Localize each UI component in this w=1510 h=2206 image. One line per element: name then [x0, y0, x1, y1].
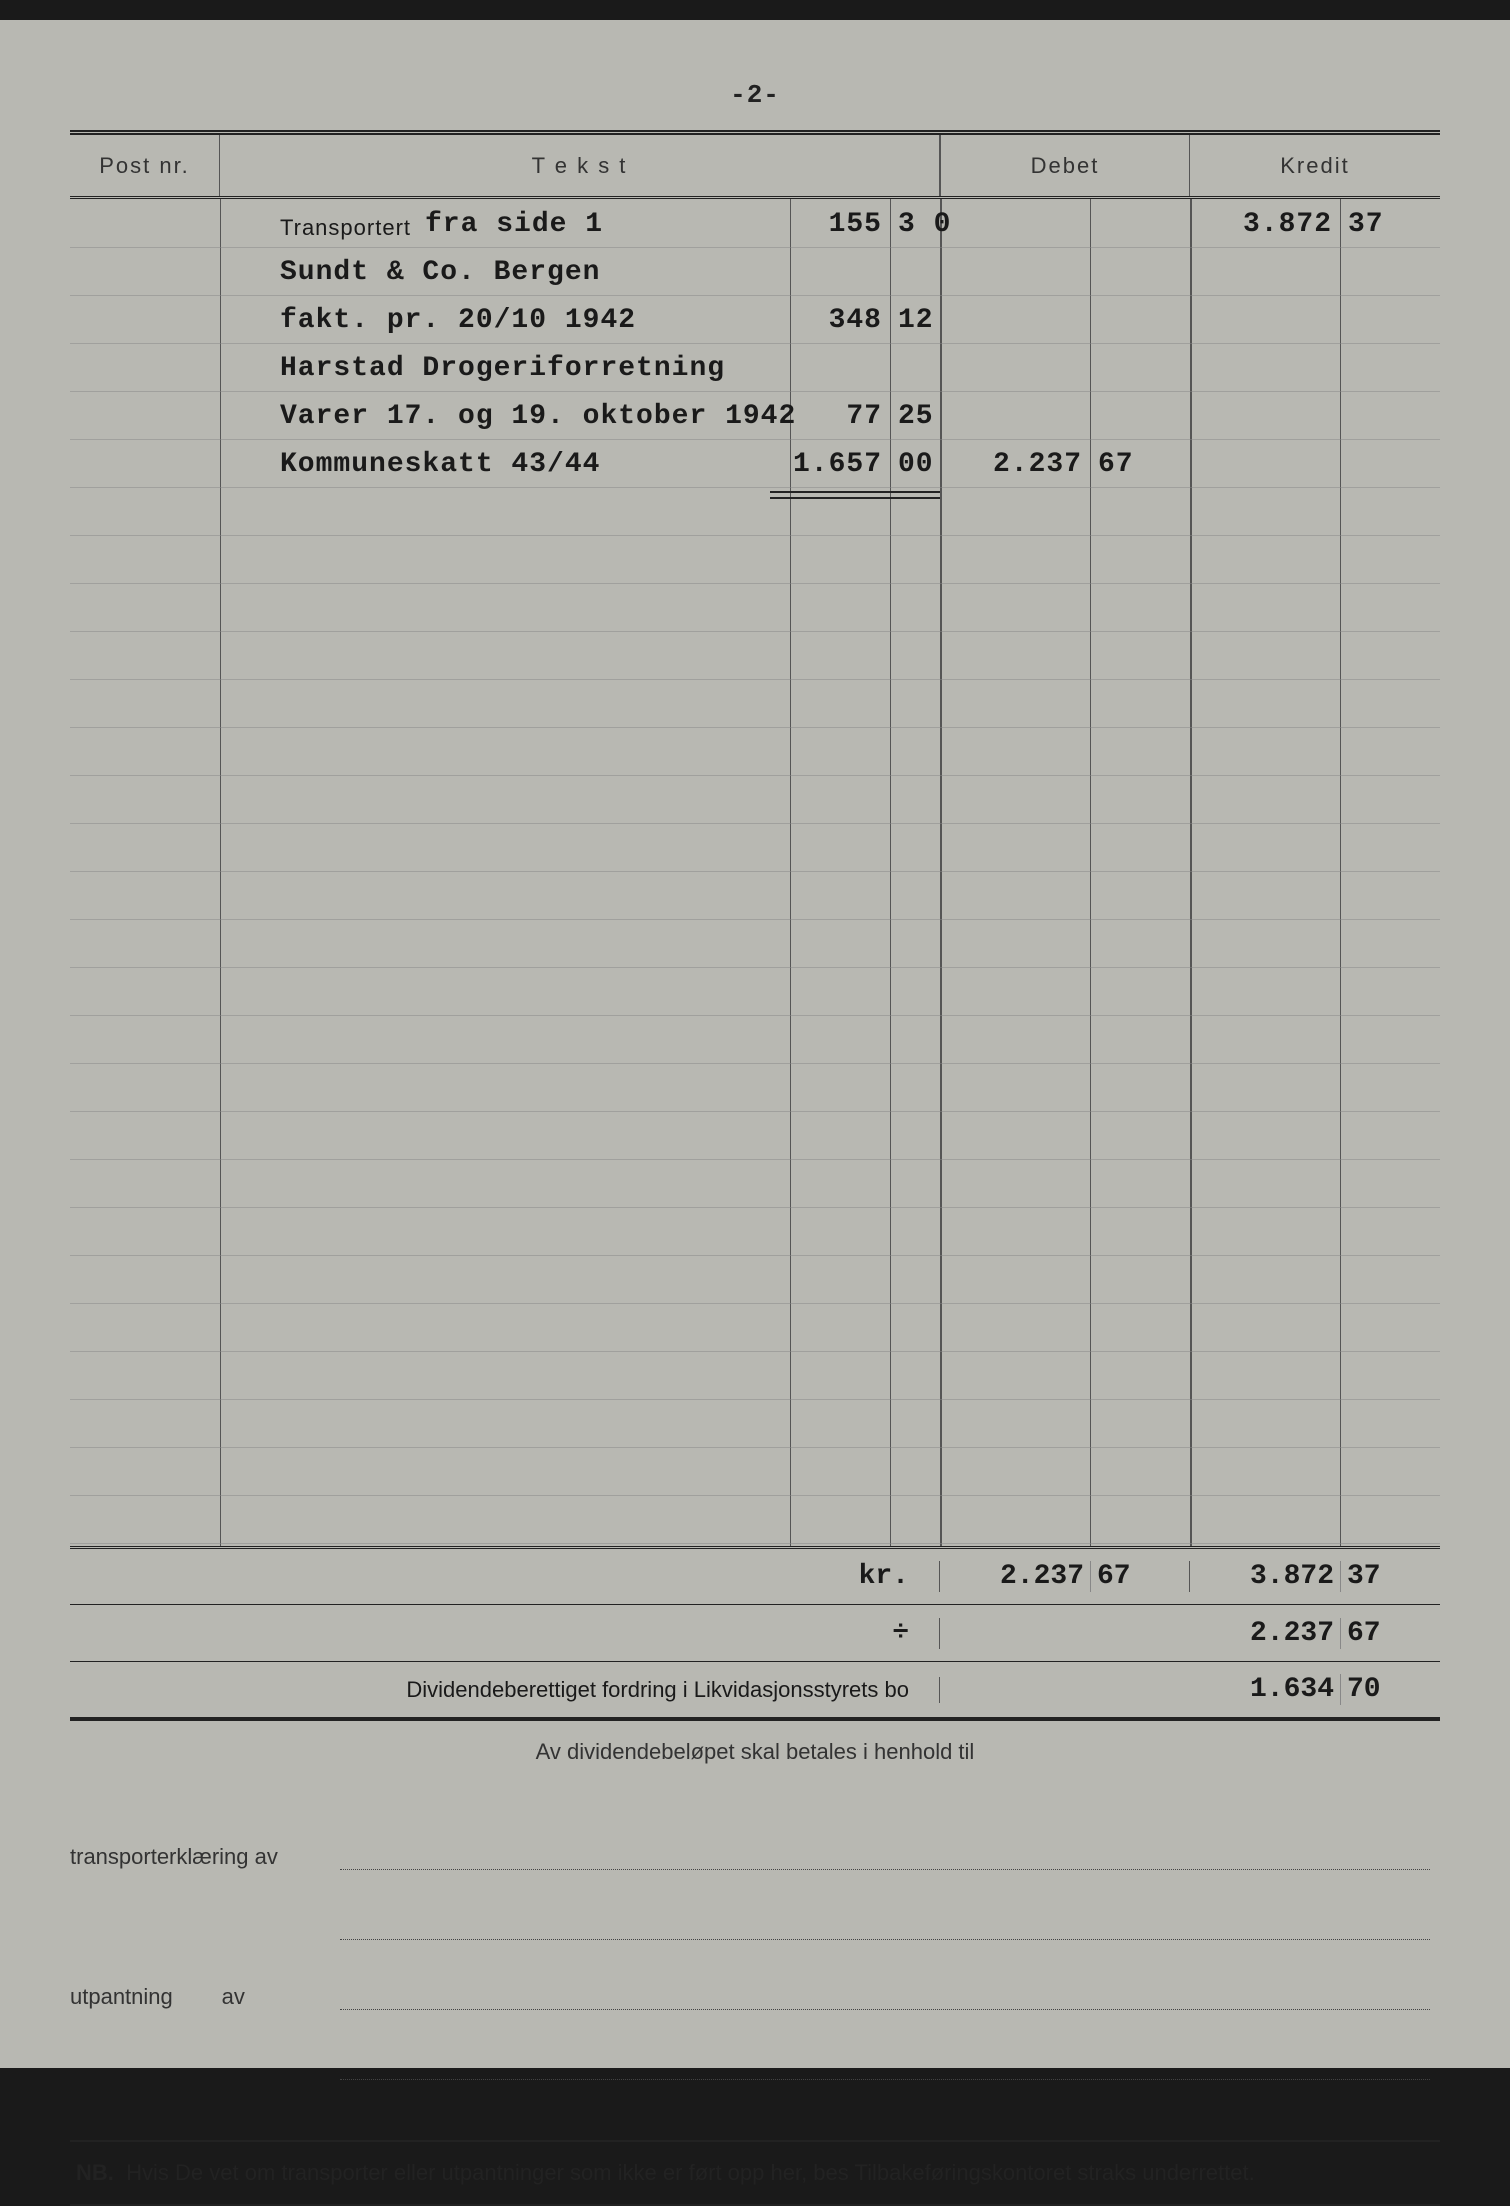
- hline: [70, 823, 1440, 824]
- amount-dec: 67: [1094, 449, 1134, 480]
- hline: [70, 967, 1440, 968]
- sig-row-transport: transporterklæring av: [70, 1800, 1440, 1870]
- hline: [70, 247, 1440, 248]
- sig-line: [340, 2009, 1430, 2010]
- sig-line: [340, 1939, 1430, 1940]
- vline: [1340, 199, 1341, 1546]
- totals-kredit: 1.634 70: [1190, 1674, 1440, 1705]
- minus-label: ÷: [70, 1618, 940, 1649]
- sig-row-blank: [70, 1870, 1440, 1940]
- amount-int: 3.872: [1190, 1561, 1340, 1592]
- amount-dec: 25: [894, 401, 934, 432]
- totals-kredit: 3.872 37: [1190, 1561, 1440, 1592]
- hline: [70, 1063, 1440, 1064]
- sig-line: [340, 2079, 1430, 2080]
- totals-row-dividend: Dividendeberettiget fordring i Likvidasj…: [70, 1661, 1440, 1717]
- header-post: Post nr.: [70, 135, 220, 196]
- header-kredit: Kredit: [1190, 135, 1440, 196]
- hline: [70, 1495, 1440, 1496]
- sig-label-b: av: [222, 1984, 245, 2009]
- hline: [70, 1111, 1440, 1112]
- kr-label: kr.: [70, 1561, 940, 1592]
- sum-underline: [770, 491, 940, 493]
- amount-dec: 37: [1344, 209, 1384, 240]
- amount-int: 1.634: [1190, 1674, 1340, 1705]
- hline: [70, 343, 1440, 344]
- hline: [70, 487, 1440, 488]
- sum-underline: [770, 497, 940, 499]
- hline: [70, 727, 1440, 728]
- totals-row-minus: ÷ 2.237 67: [70, 1605, 1440, 1661]
- sig-row-utpantning: utpantning av: [70, 1940, 1440, 2010]
- hline: [70, 1543, 1440, 1544]
- amount-dec: 12: [894, 305, 934, 336]
- vline: [1090, 199, 1091, 1546]
- amount-int: 77: [70, 401, 888, 432]
- hline: [70, 871, 1440, 872]
- sig-row-blank: [70, 2010, 1440, 2080]
- signature-area: transporterklæring av utpantning av: [70, 1800, 1440, 2080]
- ledger-page: -2- Post nr. T e k s t Debet Kredit Tran…: [0, 20, 1510, 2068]
- hline: [70, 919, 1440, 920]
- header-debet: Debet: [940, 135, 1190, 196]
- entry-text: Harstad Drogeriforretning: [280, 353, 725, 384]
- amount-dec: 67: [1090, 1561, 1150, 1592]
- hline: [70, 1159, 1440, 1160]
- amount-int: 2.237: [70, 449, 1088, 480]
- hline: [70, 1255, 1440, 1256]
- amount-dec: 67: [1340, 1618, 1400, 1649]
- vline: [890, 199, 891, 1546]
- amount-dec: 37: [1340, 1561, 1400, 1592]
- amount-int: 2.237: [1190, 1618, 1340, 1649]
- hline: [70, 631, 1440, 632]
- hline: [70, 775, 1440, 776]
- hline: [70, 535, 1440, 536]
- page-number: -2-: [70, 80, 1440, 110]
- totals-section: kr. 2.237 67 3.872 37 ÷ 2.237 67: [70, 1549, 1440, 1719]
- totals-kredit: 2.237 67: [1190, 1618, 1440, 1649]
- table-header-row: Post nr. T e k s t Debet Kredit: [70, 135, 1440, 199]
- sig-line: [340, 1869, 1430, 1870]
- totals-row-kr: kr. 2.237 67 3.872 37: [70, 1549, 1440, 1605]
- dividend-label: Dividendeberettiget fordring i Likvidasj…: [70, 1677, 940, 1703]
- entry-text: Sundt & Co. Bergen: [280, 257, 600, 288]
- hline: [70, 1399, 1440, 1400]
- hline: [70, 1015, 1440, 1016]
- hline: [70, 1351, 1440, 1352]
- totals-debet: 2.237 67: [940, 1561, 1190, 1592]
- vline: [1190, 199, 1192, 1546]
- hline: [70, 439, 1440, 440]
- hline: [70, 391, 1440, 392]
- amount-dec: 70: [1340, 1674, 1400, 1705]
- sig-label-a: utpantning: [70, 1984, 173, 2009]
- amount-int: 348: [70, 305, 888, 336]
- amount-int: 2.237: [940, 1561, 1090, 1592]
- hline: [70, 1447, 1440, 1448]
- hline: [70, 1207, 1440, 1208]
- table-body: Transportertfra side 11553 03.87237Sundt…: [70, 199, 1440, 1549]
- hline: [70, 679, 1440, 680]
- nb-notice: NB. Hvis De vet om transporter eller utp…: [70, 2140, 1440, 2206]
- footer-note: Av dividendebeløpet skal betales i henho…: [70, 1739, 1440, 1765]
- sig-label: utpantning av: [70, 1984, 330, 2010]
- hline: [70, 583, 1440, 584]
- vline: [940, 199, 942, 1546]
- hline: [70, 295, 1440, 296]
- hline: [70, 1303, 1440, 1304]
- ledger-table: Post nr. T e k s t Debet Kredit Transpor…: [70, 130, 1440, 1721]
- header-tekst: T e k s t: [220, 135, 940, 196]
- nb-text: Hvis De vet om transporter eller utpantn…: [126, 2160, 1255, 2185]
- sig-label: transporterklæring av: [70, 1844, 330, 1870]
- amount-int: 3.872: [70, 209, 1338, 240]
